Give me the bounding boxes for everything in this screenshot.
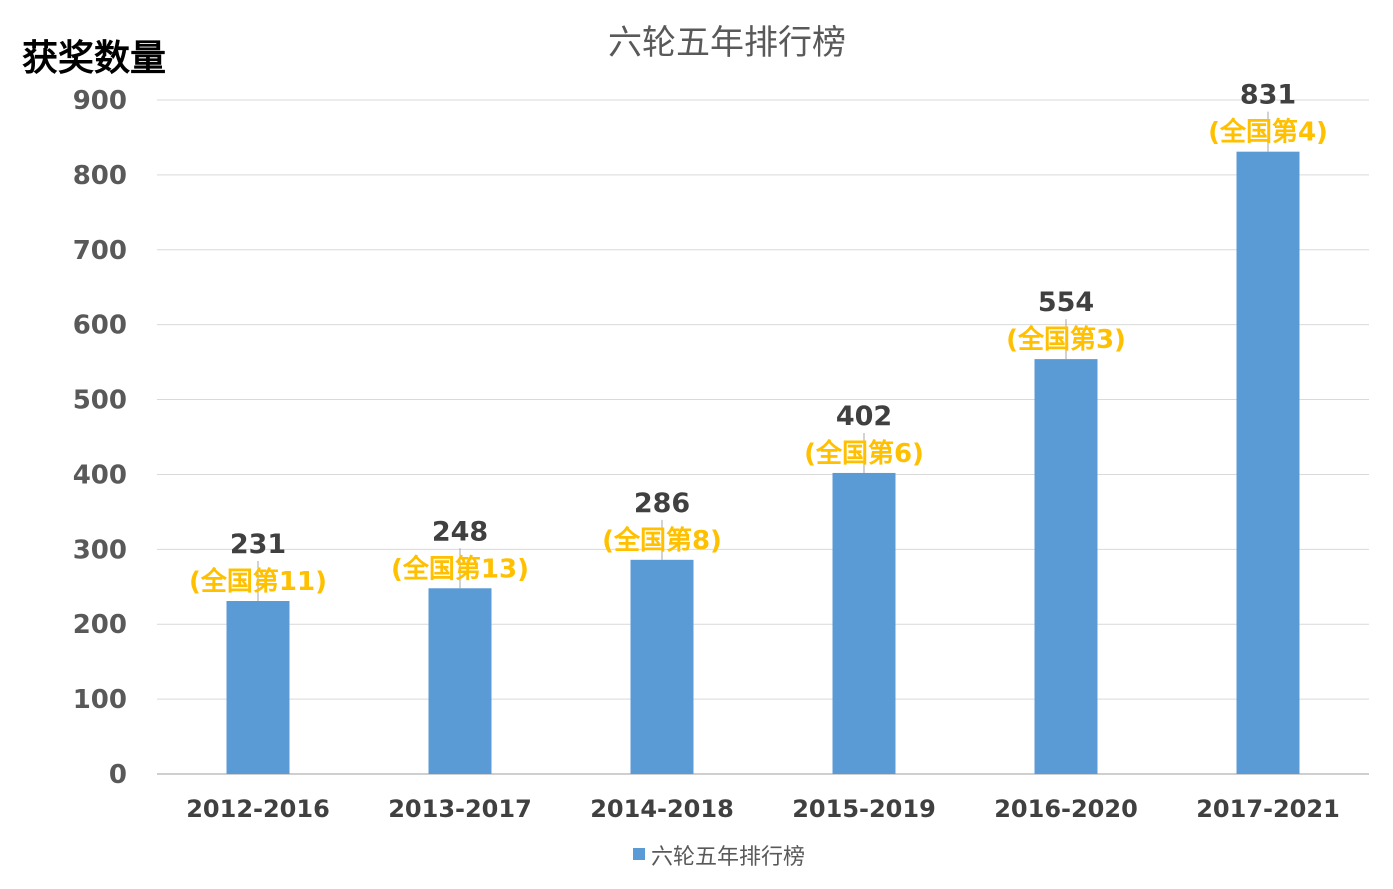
y-tick-label: 100 (73, 685, 127, 715)
legend-entry: 六轮五年排行榜 (651, 845, 805, 870)
legend: 六轮五年排行榜 (633, 845, 805, 870)
y-tick-label: 300 (73, 535, 127, 565)
y-tick-label: 500 (73, 386, 127, 416)
x-tick-label: 2013-2017 (388, 795, 532, 823)
rank-annotation: (全国第13) (391, 553, 529, 584)
x-tick-label: 2012-2016 (186, 795, 330, 823)
bar (428, 588, 492, 774)
y-tick-label: 700 (73, 236, 127, 266)
y-tick-label: 200 (73, 610, 127, 640)
x-tick-label: 2015-2019 (792, 795, 936, 823)
data-label: 831 (1240, 80, 1296, 111)
y-tick-label: 400 (73, 460, 127, 490)
x-tick-label: 2016-2020 (994, 795, 1138, 823)
data-label: 286 (634, 488, 690, 519)
chart-title: 六轮五年排行榜 (608, 23, 846, 63)
y-axis-label: 获奖数量 (22, 38, 166, 79)
x-tick-label: 2014-2018 (590, 795, 734, 823)
y-axis-ticks: 0 100 200 300 400 500 600 700 800 900 (73, 86, 127, 790)
bar (226, 601, 290, 774)
y-tick-label: 600 (73, 311, 127, 341)
y-tick-label: 900 (73, 86, 127, 116)
bar (1034, 359, 1098, 774)
rank-annotation: (全国第6) (804, 438, 924, 469)
x-tick-label: 2017-2021 (1196, 795, 1340, 823)
data-label: 402 (836, 401, 892, 432)
bar (630, 559, 694, 774)
gridlines (157, 99, 1369, 775)
legend-swatch (633, 848, 645, 860)
data-label: 248 (432, 516, 488, 547)
rank-annotation: (全国第11) (189, 566, 327, 597)
data-label: 554 (1038, 287, 1094, 318)
y-tick-label: 800 (73, 161, 127, 191)
rank-annotation: (全国第4) (1208, 117, 1328, 148)
y-tick-label: 0 (109, 760, 127, 790)
data-label: 231 (230, 529, 286, 560)
rank-annotation: (全国第3) (1006, 324, 1126, 355)
x-axis-ticks: 2012-2016 2013-2017 2014-2018 2015-2019 2016… (186, 795, 1340, 823)
rank-annotation: (全国第8) (602, 525, 722, 556)
bars: 231 (全国第11) 248 (全国第13) 286 (全国第8) 402 (全国第6) 55… (189, 80, 1328, 774)
bar (832, 472, 896, 774)
bar (1236, 151, 1300, 774)
